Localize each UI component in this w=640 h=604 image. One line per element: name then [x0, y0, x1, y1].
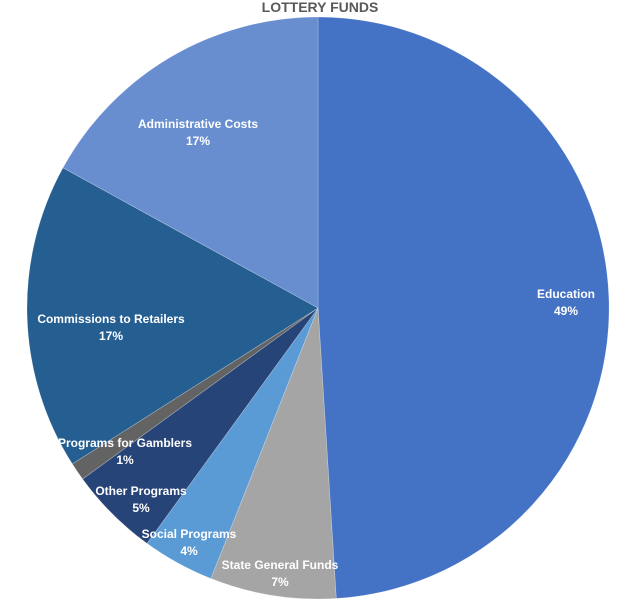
slice-label-name: Programs for Gamblers: [58, 436, 192, 450]
slice-label-percent: 49%: [554, 304, 578, 318]
slice-label-name: Commissions to Retailers: [37, 312, 185, 326]
slice-label-percent: 1%: [116, 453, 134, 467]
chart-title: LOTTERY FUNDS: [261, 0, 379, 15]
pie-slice-other-programs: [82, 307, 319, 544]
slice-label-name: State General Funds: [222, 558, 339, 572]
pie-slice-state-general-funds: [210, 307, 337, 600]
pie-slice-programs-for-gamblers: [71, 307, 319, 480]
slice-label-name: Other Programs: [95, 484, 187, 498]
pie-slice-commissions-to-retailers: [26, 167, 319, 465]
slice-label-name: Social Programs: [142, 527, 237, 541]
pie-slice-social-programs: [146, 307, 319, 579]
slice-label-percent: 17%: [99, 329, 123, 343]
pie-slice-administrative-costs: [62, 16, 319, 309]
slice-label-percent: 7%: [271, 575, 289, 589]
slice-label-name: Administrative Costs: [138, 117, 258, 131]
slice-label-percent: 17%: [186, 134, 210, 148]
slice-label-name: Education: [537, 287, 595, 301]
slice-label-percent: 5%: [132, 501, 150, 515]
slice-label-percent: 4%: [180, 544, 198, 558]
pie-slice-education: [317, 16, 610, 599]
